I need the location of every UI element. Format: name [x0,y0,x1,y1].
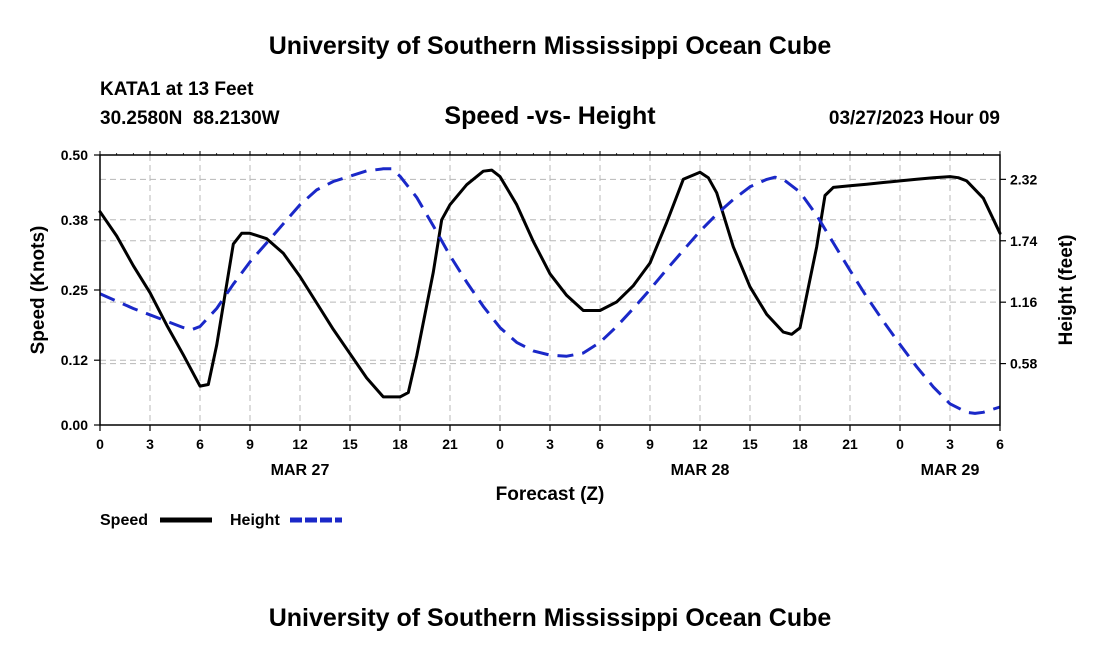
y2-tick-label: 0.58 [1010,356,1037,372]
x-tick-label: 6 [196,436,204,452]
x-tick-label: 3 [146,436,154,452]
x-tick-label: 12 [692,436,708,452]
y-tick-label: 0.00 [61,417,88,433]
station-label: KATA1 at 13 Feet [100,79,254,100]
date-label: MAR 27 [271,462,330,479]
footer-title: University of Southern Mississippi Ocean… [269,604,832,632]
height-series-line [99,167,1001,415]
grid [100,155,1000,425]
x-tick-label: 9 [246,436,254,452]
x-tick-label: 6 [596,436,604,452]
y-tick-label: 0.38 [61,212,88,228]
y2-tick-label: 1.74 [1010,233,1037,249]
x-axis-title: Forecast (Z) [496,484,605,505]
x-tick-label: 0 [96,436,104,452]
location-label: 30.2580N 88.2130W [100,108,280,129]
y2-tick-label: 1.16 [1010,294,1037,310]
legend-label-speed: Speed [100,512,148,529]
timestamp-label: 03/27/2023 Hour 09 [829,108,1000,129]
date-label: MAR 28 [671,462,730,479]
x-tick-label: 18 [392,436,408,452]
series-layer [98,167,1002,415]
date-label: MAR 29 [921,462,980,479]
x-tick-label: 6 [996,436,1004,452]
y2-axis-title: Height (feet) [1056,235,1077,346]
x-tick-label: 18 [792,436,808,452]
y2-tick-label: 2.32 [1010,171,1037,187]
x-tick-label: 3 [546,436,554,452]
x-tick-label: 21 [842,436,858,452]
x-tick-label: 0 [496,436,504,452]
legend: Speed Height [100,512,342,529]
speed-series-line [98,168,1002,399]
x-tick-label: 3 [946,436,954,452]
chart-title: Speed -vs- Height [444,102,656,130]
legend-label-height: Height [230,512,280,529]
y-tick-label: 0.25 [61,282,88,298]
page-title: University of Southern Mississippi Ocean… [269,32,832,60]
x-tick-label: 15 [342,436,358,452]
y-axis-title: Speed (Knots) [28,226,49,355]
x-tick-label: 21 [442,436,458,452]
x-tick-label: 9 [646,436,654,452]
axes: 0 3 6 9 12 15 18 21 0 3 6 9 12 15 18 21 0 3 6 0.00 0.12 0.25 0… [61,147,1038,479]
y-tick-label: 0.12 [61,352,88,368]
x-tick-label: 15 [742,436,758,452]
y-tick-label: 0.50 [61,147,88,163]
x-tick-label: 0 [896,436,904,452]
x-tick-label: 12 [292,436,308,452]
